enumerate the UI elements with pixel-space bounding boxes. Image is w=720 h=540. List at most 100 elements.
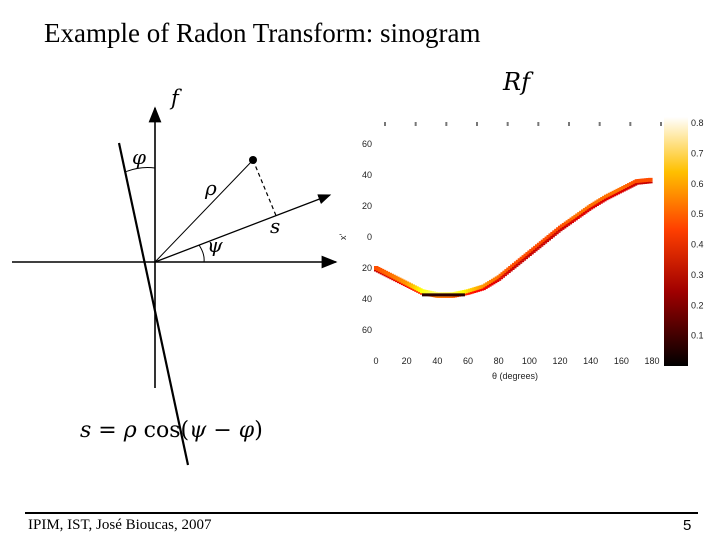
sinogram-cell [559,228,565,230]
slide-title: Example of Radon Transform: sinogram [44,18,481,48]
top-tick-dot [384,122,386,126]
y-tick-label: 0 [367,232,372,242]
radon-formula: s = ρ cos(ψ − φ) [80,418,263,443]
sinogram-cell [611,194,617,197]
sinogram-cell [571,220,576,222]
sinogram-cell [586,209,592,211]
colorbar-ticks: 0.8 0.7 0.6 0.5 0.4 0.3 0.2 0.1 [691,118,704,341]
sinogram-cell [600,201,605,203]
sinogram-cell [487,285,492,287]
formula-s: s [80,418,92,443]
sinogram-curve [374,177,653,298]
sinogram-cell [490,282,496,285]
sinogram-cell [582,212,588,214]
sinogram-cell [538,245,544,247]
y-axis-ticks: 60 40 20 0 20 40 60 [362,139,372,335]
top-tick-dots [384,122,662,126]
footer-rule [25,512,698,514]
sinogram-cell [525,256,530,258]
y-tick-label: 60 [362,325,372,335]
top-tick-dot [506,122,509,126]
top-tick-dot [660,122,662,126]
x-tick-label: 160 [614,356,629,366]
sinogram-cell [494,280,500,282]
sinogram-cell [579,214,584,217]
x-tick-label: 180 [644,356,659,366]
sinogram-cell [529,252,534,255]
top-tick-dot [476,122,478,126]
sinogram-cell [577,216,582,218]
formula-cos: cos( [136,418,190,443]
sinogram-cell [569,221,574,224]
colorbar-tick-label: 0.2 [691,300,704,310]
y-tick-label: 20 [362,201,372,211]
x-tick-label: 120 [552,356,567,366]
sinogram-cell [485,286,490,288]
rotated-axis [117,142,190,466]
x-tick-label: 80 [494,356,504,366]
sinogram-cell [604,198,609,201]
colorbar-tick-label: 0.7 [691,148,704,158]
sinogram-cell [542,242,548,244]
sinogram-cell [625,188,630,190]
label-rho: ρ [205,176,217,200]
sinogram-cell [592,205,597,208]
sinogram-cell [504,273,509,275]
sinogram-cell [573,218,578,221]
sinogram-cell [609,195,615,198]
sinogram-cell [500,276,505,278]
sinogram-cell [590,206,596,209]
sinogram-cell [563,225,569,228]
x-tick-label: 140 [583,356,598,366]
colorbar-tick-label: 0.4 [691,240,704,250]
x-tick-label: 40 [432,356,442,366]
sinogram-cell [558,229,563,232]
sinogram-cell [481,288,486,291]
sinogram-cell [648,177,653,182]
colorbar-tick-label: 0.8 [691,118,704,128]
sinogram-cell [513,265,519,267]
sinogram-cell [602,199,607,202]
sinogram-cell [512,266,517,269]
x-tick-label: 20 [402,356,412,366]
sinogram-cell [483,287,488,289]
sinogram-cell [489,283,494,286]
colorbar-tick-label: 0.1 [691,331,704,341]
sinogram-peak [422,293,465,297]
sinogram-cell [621,189,626,192]
s-axis [154,194,332,263]
sinogram-plot-area [344,124,660,366]
y-tick-label: 40 [362,294,372,304]
sinogram-cell [632,184,638,186]
sinogram-cell [510,268,515,270]
label-phi: φ [132,145,147,169]
sinogram-cell [588,208,594,210]
sinogram-cell [605,197,611,200]
colorbar-tick-label: 0.3 [691,270,704,280]
x-tick-label: 0 [373,356,378,366]
formula-close: ) [254,418,263,443]
sinogram-cell [567,222,573,225]
sinogram-cell [535,248,540,250]
sinogram-cell [648,181,653,184]
top-tick-dot [598,122,601,126]
label-rf: Rf [503,68,530,96]
sinogram-cell [619,190,624,193]
colorbar-tick-label: 0.5 [691,209,704,219]
x-tick-label: 100 [522,356,537,366]
sinogram-cell [598,202,603,204]
y-tick-label: 60 [362,139,372,149]
sinogram-cell [561,226,567,229]
sinogram-cell [517,262,523,264]
sinogram-cell [521,259,527,261]
sinogram-cell [584,210,590,213]
sinogram-cell [581,213,586,215]
label-f: f [171,86,179,110]
top-tick-dot [537,122,540,126]
sinogram-cell [515,263,521,266]
sinogram-cell [533,249,538,252]
sinogram-cell [523,257,528,260]
formula-phi: φ [238,418,255,443]
sinogram-cell [623,189,628,191]
sinogram-cell [556,231,561,233]
